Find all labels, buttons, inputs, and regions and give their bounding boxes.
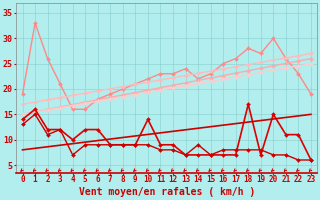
X-axis label: Vent moyen/en rafales ( km/h ): Vent moyen/en rafales ( km/h ) — [79, 187, 255, 197]
